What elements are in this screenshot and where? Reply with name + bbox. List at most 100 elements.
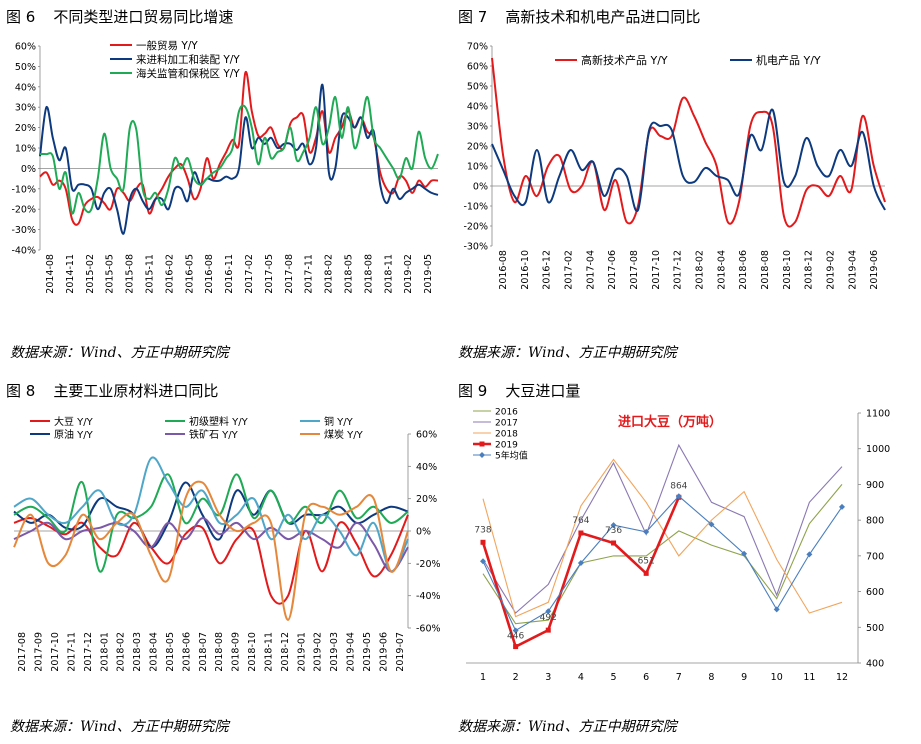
fig8-x-tick-label: 2019-07: [395, 632, 406, 672]
fig9-caption: 大豆进口量: [505, 382, 581, 400]
fig7-y-tick-label: 0%: [473, 182, 488, 193]
fig8-x-tick-label: 2018-08: [214, 632, 225, 672]
fig7-y-tick-label: -10%: [463, 202, 488, 213]
fig8-x-tick-label: 2019-05: [362, 632, 373, 672]
fig6-x-tick-label: 2016-02: [164, 254, 175, 294]
fig8-x-tick-label: 2018-09: [231, 632, 242, 672]
fig9-2019-marker: [545, 627, 551, 633]
fig6-y-tick-label: -20%: [11, 205, 36, 216]
fig8-caption: 主要工业原材料进口同比: [53, 382, 219, 400]
fig7-number: 图 7: [458, 8, 488, 26]
fig8-legend-label: 铜 Y/Y: [324, 416, 354, 428]
fig9-data-label: 736: [605, 526, 622, 536]
fig8-x-tick-label: 2017-08: [17, 632, 28, 672]
fig8-x-tick-label: 2019-01: [296, 632, 307, 672]
fig9-series-4-line: [482, 495, 843, 632]
source-note-fig9: 数据来源：Wind、方正中期研究院: [458, 719, 677, 735]
fig9-data-label: 446: [507, 632, 524, 642]
fig9-avg-marker: [512, 627, 519, 634]
fig7-legend-label: 机电产品 Y/Y: [756, 53, 821, 67]
fig8-y-tick-label: 0%: [416, 527, 431, 538]
fig8-legend-label: 原油 Y/Y: [54, 428, 94, 441]
fig8-number: 图 8: [6, 382, 36, 400]
fig8-x-tick-label: 2018-06: [181, 632, 192, 672]
fig6-y-tick-label: 10%: [15, 144, 36, 155]
fig8-x-tick-label: 2018-07: [198, 632, 209, 672]
fig8-chart: 60% 40% 20% 0% -20% -40% -60% 2017-08 2017-09 201…: [13, 415, 441, 672]
fig9-y-tick-label: 1100: [866, 409, 890, 420]
fig7-x-tick-label: 2017-08: [629, 250, 640, 290]
fig9-legend-label: 5年均值: [495, 450, 528, 462]
fig9-avg-marker: [741, 550, 748, 557]
fig9-legend-label: 2017: [495, 419, 518, 429]
fig6-y-tick-label: 30%: [15, 103, 36, 114]
fig9-x-tick-label: 12: [836, 672, 848, 683]
fig9-avg-marker: [577, 560, 584, 566]
fig9-number: 图 9: [458, 382, 488, 400]
fig8-x-tick-label: 2018-03: [132, 632, 143, 672]
fig6-x-tick-label: 2019-05: [423, 254, 434, 294]
fig9-2019-marker: [643, 570, 649, 576]
fig8-legend-label: 铁矿石 Y/Y: [189, 428, 239, 441]
fig7-x-tick-label: 2017-12: [673, 250, 684, 290]
fig9-series-1-line: [482, 443, 843, 614]
fig8-y-tick-label: 40%: [416, 462, 437, 473]
fig7-y-tick-label: -20%: [463, 222, 488, 233]
fig9-y-tick-label: 1000: [866, 444, 890, 455]
fig8-x-tick-label: 2019-06: [378, 632, 389, 672]
fig9-y-tick-label: 500: [866, 623, 884, 634]
fig8-y-tick-label: -60%: [416, 624, 441, 635]
source-note-fig7: 数据来源：Wind、方正中期研究院: [458, 345, 677, 361]
fig9-data-label: 864: [670, 481, 687, 491]
fig6-series-1-line: [39, 83, 439, 235]
source-note-fig6: 数据来源：Wind、方正中期研究院: [10, 345, 229, 361]
fig6-y-tick-label: 0%: [21, 164, 36, 175]
fig9-2019-marker: [611, 540, 617, 546]
fig9-x-tick-label: 3: [545, 672, 551, 683]
fig6-legend-label: 来进料加工和装配 Y/Y: [136, 53, 240, 66]
fig8-legend-label: 大豆 Y/Y: [54, 415, 94, 428]
fig8-x-tick-label: 2018-04: [149, 632, 160, 672]
fig9-title: 图 9 大豆进口量: [458, 380, 580, 401]
fig9-series-2-line: [482, 458, 843, 618]
fig7-x-tick-label: 2017-04: [585, 250, 596, 290]
fig6-x-tick-label: 2015-02: [85, 254, 96, 294]
fig8-y-tick-label: -40%: [416, 591, 441, 602]
fig6-series-2-line: [39, 95, 439, 215]
fig9-x-tick-label: 1: [480, 672, 486, 683]
fig8-series-5-line: [13, 480, 409, 621]
fig7-y-tick-label: 60%: [467, 62, 488, 73]
fig6-y-tick-label: -10%: [11, 184, 36, 195]
fig6-x-tick-label: 2016-08: [204, 254, 215, 294]
fig8-series-4-line: [13, 456, 409, 573]
fig6-x-tick-label: 2016-05: [184, 254, 195, 294]
fig9-avg-marker: [610, 522, 617, 529]
fig9-x-tick-label: 2: [513, 672, 519, 683]
fig7-series-0-line: [491, 57, 886, 228]
fig6-x-tick-label: 2018-05: [343, 254, 354, 294]
fig8-y-tick-label: 20%: [416, 494, 437, 505]
fig9-x-tick-label: 10: [771, 672, 783, 683]
fig9-2019-marker: [513, 644, 519, 650]
fig8-x-tick-label: 2017-11: [66, 632, 77, 672]
fig6-y-tick-label: 20%: [15, 123, 36, 134]
fig9-avg-marker: [675, 493, 682, 500]
fig6-legend-label: 一般贸易 Y/Y: [136, 39, 198, 52]
fig9-inner-title: 进口大豆（万吨）: [618, 414, 722, 430]
fig8-x-tick-label: 2018-02: [116, 632, 127, 672]
fig7-x-tick-label: 2018-12: [804, 250, 815, 290]
fig7-x-tick-label: 2019-02: [825, 250, 836, 290]
fig6-x-tick-label: 2017-08: [284, 254, 295, 294]
fig9-avg-marker: [839, 503, 845, 510]
fig9-avg-marker: [773, 606, 780, 613]
fig7-y-tick-label: 20%: [467, 142, 488, 153]
fig7-x-tick-label: 2018-10: [782, 250, 793, 290]
fig9-series-0-line: [482, 484, 843, 625]
fig9-y-tick-label: 900: [866, 480, 884, 491]
fig6-y-tick-label: 40%: [15, 82, 36, 93]
fig8-legend-label: 初级塑料 Y/Y: [189, 415, 249, 428]
fig9-avg-marker: [545, 608, 552, 615]
fig7-series-1-line: [491, 108, 886, 213]
